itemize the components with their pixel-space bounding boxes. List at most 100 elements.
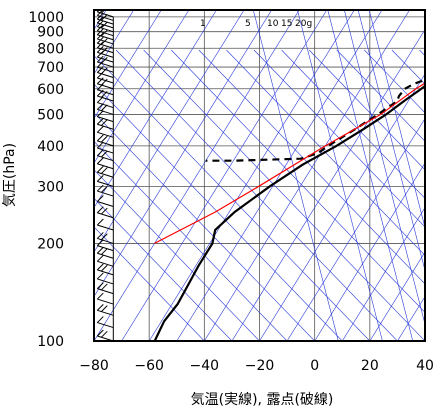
isotherm-line [286, 117, 425, 341]
wind-barb-flag [96, 110, 104, 118]
mixing-ratio-line [297, 10, 383, 341]
dry-adiabat-line [94, 112, 315, 341]
wind-barb-shaft [97, 245, 114, 252]
x-tick-label--40: −40 [190, 358, 220, 374]
wind-barb-flag [96, 83, 104, 91]
mixing-ratio-line [253, 10, 339, 341]
wind-barb-flag [96, 12, 104, 20]
wind-barb-flag [96, 246, 104, 254]
wind-barb-flag [96, 303, 104, 311]
wind-barb-flag [96, 141, 104, 149]
dry-adiabat-line [94, 197, 233, 341]
y-tick-label-500: 500 [37, 107, 64, 123]
isotherm-line [424, 340, 425, 341]
wind-barb-shaft [97, 83, 114, 90]
x-tick-label--60: −60 [134, 358, 164, 374]
wind-barb-flag [100, 207, 108, 215]
isotherm-line [369, 251, 425, 341]
wind-barb-shaft [97, 131, 114, 138]
wind-barb-shaft [97, 42, 114, 49]
series-layer [153, 78, 425, 341]
wind-barb-shaft [97, 89, 114, 96]
y-tick-label-100: 100 [37, 334, 64, 350]
isotherm-line [94, 10, 245, 253]
y-tick-label-300: 300 [37, 179, 64, 195]
mixing-ratio-label: 5 [245, 19, 251, 29]
wind-barb-flag [96, 195, 104, 202]
y-tick-label-600: 600 [37, 82, 64, 98]
wind-barb-flag [96, 282, 104, 289]
wind-barb-shaft [97, 252, 114, 259]
isotherm-line [341, 206, 425, 341]
wind-barb-flag [96, 184, 104, 192]
wind-barb-flag [100, 150, 108, 158]
wind-barb-flag [96, 149, 104, 157]
y-tick-label-1000: 1000 [28, 10, 64, 26]
mixing-ratio-label: 20g [295, 19, 312, 29]
wind-barb-flag [96, 263, 104, 271]
wind-barb-shaft [97, 163, 114, 170]
wind-barb-shaft [97, 147, 114, 154]
wind-barb-flag [100, 186, 108, 193]
dry-adiabat-line [253, 49, 425, 228]
isotherm-line [259, 73, 425, 341]
dry-adiabat-line [94, 226, 205, 341]
mixing-ratio-line [344, 10, 425, 326]
wind-barb-flag [100, 305, 108, 312]
wind-barb-shaft [97, 140, 114, 147]
wind-barb-shaft [97, 212, 114, 219]
isotherm-line [204, 10, 410, 341]
dry-adiabat-line [308, 49, 425, 171]
wind-barb-shaft [97, 201, 114, 207]
wind-barb-shaft [97, 171, 114, 178]
wind-barb-shaft [97, 298, 114, 305]
wind-barb-shaft [97, 190, 114, 197]
wind-barb-shaft [97, 123, 114, 130]
wind-barb-flag [96, 60, 104, 68]
wind-barb-flag [96, 174, 104, 182]
x-tick-label--20: −20 [245, 358, 275, 374]
wind-barb-shaft [97, 116, 114, 123]
isotherm-line [231, 29, 425, 341]
wind-barb-flag [96, 165, 104, 173]
wind-barb-flag [96, 32, 104, 40]
wind-barb-flag [96, 41, 104, 49]
wind-barb-flag [96, 125, 104, 133]
wind-barb-shaft [97, 269, 114, 276]
wind-barb-flag [96, 46, 104, 53]
mixing-ratio-line [327, 10, 414, 341]
wind-barb-shaft [97, 108, 114, 115]
wind-barb-flag [100, 135, 108, 143]
wind-barb-flag [96, 89, 104, 97]
wind-barb-flag [96, 103, 104, 110]
wind-barb-flag [100, 29, 108, 37]
wind-barb-flag [96, 316, 104, 323]
y-tick-label-200: 200 [37, 236, 64, 252]
dry-adiabat-line [94, 140, 288, 341]
wind-barb-shaft [97, 278, 114, 285]
wind-barb-flag [96, 55, 104, 63]
wind-barb-shaft [97, 38, 114, 45]
dry-adiabat-line [171, 49, 425, 313]
wind-barb-flag [96, 28, 104, 36]
dry-adiabat-line [364, 49, 425, 114]
wind-barb-layer [96, 10, 114, 341]
mixing-ratio-line [357, 10, 425, 272]
wind-barb-flag [96, 134, 104, 142]
wind-barb-flag [96, 16, 104, 24]
dry-adiabat-line [419, 49, 425, 57]
isotherm-line [94, 10, 217, 209]
isotherm-line [94, 10, 162, 120]
dry-adiabat-line [281, 49, 425, 199]
series-line-0 [153, 84, 425, 341]
isotherm-line [94, 10, 190, 164]
wind-barb-flag [96, 20, 104, 28]
series-line-2 [154, 82, 425, 244]
wind-barb-flag [100, 167, 108, 174]
dry-adiabat-line [94, 83, 343, 341]
isotherm-line [121, 10, 328, 341]
grid-layer [94, 10, 425, 341]
x-tick-label-40: 40 [416, 358, 434, 374]
